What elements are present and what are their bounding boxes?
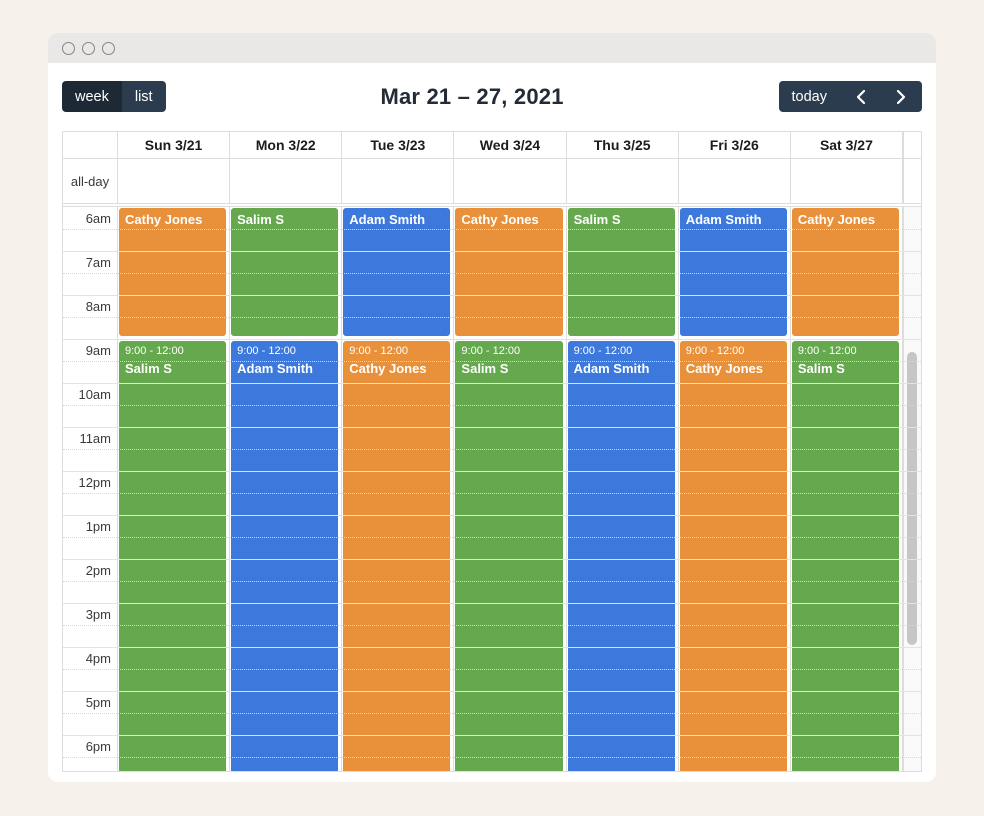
time-axis-label: 8am <box>85 298 111 314</box>
time-axis-label: 6pm <box>85 738 111 754</box>
day-column[interactable]: Cathy Jones 9:00 - 12:00 Salim S <box>118 207 231 771</box>
view-switch-group: week list <box>62 81 166 112</box>
day-column[interactable]: Salim S 9:00 - 12:00 Adam Smith <box>230 207 343 771</box>
event-time: 9:00 - 12:00 <box>125 345 184 357</box>
event-time: 9:00 - 12:00 <box>461 345 521 357</box>
calendar-grid: Sun 3/21 Mon 3/22 Tue 3/23 Wed 3/24 Thu 3/25… <box>62 131 922 772</box>
calendar-event[interactable]: 9:00 - 12:00 Adam Smith <box>231 341 339 771</box>
event-title: Salim S <box>237 212 285 227</box>
day-column[interactable]: Cathy Jones 9:00 - 12:00 Salim S <box>791 207 903 771</box>
chevron-right-icon <box>896 89 907 105</box>
day-header: Tue 3/23 <box>342 132 455 158</box>
calendar-event[interactable]: Salim S <box>567 208 675 336</box>
day-header: Sat 3/27 <box>791 132 903 158</box>
calendar-event[interactable]: 9:00 - 12:00 Cathy Jones <box>679 341 787 771</box>
window-control-button[interactable] <box>102 41 115 55</box>
prev-week-button[interactable] <box>840 81 881 112</box>
time-axis-label: 4pm <box>85 650 111 666</box>
day-column[interactable]: Adam Smith 9:00 - 12:00 Cathy Jones <box>342 207 455 771</box>
time-grid-body: 6am 7am 8am 9am 10am 11am 12pm 1pm 2pm 3pm 4pm 5pm 6… <box>63 207 921 771</box>
event-time: 9:00 - 12:00 <box>797 345 857 357</box>
time-axis-label: 11am <box>79 430 111 446</box>
calendar-event[interactable]: 9:00 - 12:00 Salim S <box>455 341 563 771</box>
event-time: 9:00 - 12:00 <box>573 345 633 357</box>
day-header: Mon 3/22 <box>230 132 343 158</box>
all-day-cell[interactable] <box>679 159 791 203</box>
calendar-event[interactable]: Cathy Jones <box>119 208 227 336</box>
allday-timegrid-divider <box>63 204 921 207</box>
calendar-event[interactable]: Adam Smith <box>343 208 451 336</box>
event-time: 9:00 - 12:00 <box>237 345 296 357</box>
calendar-event[interactable]: 9:00 - 12:00 Salim S <box>791 341 899 771</box>
time-axis-label: 7am <box>85 254 111 270</box>
day-column[interactable]: Adam Smith 9:00 - 12:00 Cathy Jones <box>679 207 791 771</box>
window-control-button[interactable] <box>82 41 95 55</box>
all-day-row: all-day <box>63 159 921 204</box>
day-column[interactable]: Salim S 9:00 - 12:00 Adam Smith <box>567 207 679 771</box>
chevron-left-icon <box>855 89 866 105</box>
event-title: Cathy Jones <box>349 361 427 376</box>
list-view-button[interactable]: list <box>121 81 166 112</box>
all-day-cell[interactable] <box>118 159 231 203</box>
all-day-cell[interactable] <box>342 159 455 203</box>
vertical-scrollbar-thumb[interactable] <box>906 352 917 645</box>
event-title: Salim S <box>125 361 172 376</box>
event-title: Salim S <box>573 212 621 227</box>
event-title: Cathy Jones <box>125 212 203 227</box>
next-week-button[interactable] <box>881 81 922 112</box>
event-title: Cathy Jones <box>685 361 764 376</box>
scrollbar-allday-filler <box>902 159 921 203</box>
day-header: Thu 3/25 <box>567 132 679 158</box>
navigation-group: today <box>778 81 922 112</box>
day-column[interactable]: Cathy Jones 9:00 - 12:00 Salim S <box>454 207 567 771</box>
calendar-event[interactable]: 9:00 - 12:00 Salim S <box>119 341 227 771</box>
all-day-cell[interactable] <box>454 159 567 203</box>
time-axis-label: 1pm <box>85 518 111 534</box>
event-title: Adam Smith <box>573 361 650 376</box>
axis-header-cell <box>63 132 118 158</box>
event-time: 9:00 - 12:00 <box>685 345 745 357</box>
calendar-event[interactable]: Adam Smith <box>679 208 787 336</box>
calendar-event[interactable]: Salim S <box>231 208 339 336</box>
vertical-scrollbar-track[interactable] <box>902 207 921 771</box>
time-axis-label: 2pm <box>85 562 111 578</box>
event-title: Adam Smith <box>349 212 426 227</box>
time-axis-label: 3pm <box>85 606 111 622</box>
window-control-button[interactable] <box>62 41 75 55</box>
time-axis-label: 12pm <box>78 474 111 490</box>
day-header-row: Sun 3/21 Mon 3/22 Tue 3/23 Wed 3/24 Thu 3/25… <box>63 132 921 159</box>
calendar-event[interactable]: 9:00 - 12:00 Cathy Jones <box>343 341 451 771</box>
day-header: Fri 3/26 <box>679 132 791 158</box>
event-title: Cathy Jones <box>797 212 876 227</box>
day-header: Sun 3/21 <box>118 132 231 158</box>
all-day-cell[interactable] <box>230 159 343 203</box>
event-title: Cathy Jones <box>461 212 539 227</box>
calendar-toolbar: week list Mar 21 – 27, 2021 today <box>62 81 922 112</box>
all-day-label: all-day <box>63 159 118 203</box>
event-time: 9:00 - 12:00 <box>349 345 408 357</box>
event-title: Salim S <box>461 361 509 376</box>
day-header: Wed 3/24 <box>454 132 567 158</box>
week-view-button[interactable]: week <box>62 81 122 112</box>
time-axis-label: 6am <box>85 210 111 226</box>
time-axis-label: 5pm <box>85 694 111 710</box>
window-titlebar <box>48 33 936 63</box>
all-day-cell[interactable] <box>567 159 679 203</box>
time-axis-column: 6am 7am 8am 9am 10am 11am 12pm 1pm 2pm 3pm 4pm 5pm 6… <box>63 207 118 771</box>
time-axis-label: 9am <box>85 342 111 358</box>
time-axis-label: 10am <box>78 386 111 402</box>
event-title: Adam Smith <box>237 361 313 376</box>
app-window: week list Mar 21 – 27, 2021 today <box>48 33 936 782</box>
all-day-cell[interactable] <box>791 159 903 203</box>
scrollbar-header-filler <box>902 132 921 158</box>
calendar-event[interactable]: Cathy Jones <box>455 208 563 336</box>
event-title: Adam Smith <box>685 212 762 227</box>
page-title: Mar 21 – 27, 2021 <box>380 83 564 109</box>
calendar-event[interactable]: Cathy Jones <box>791 208 899 336</box>
calendar-event[interactable]: 9:00 - 12:00 Adam Smith <box>567 341 675 771</box>
event-title: Salim S <box>797 361 845 376</box>
today-button[interactable]: today <box>778 81 840 112</box>
